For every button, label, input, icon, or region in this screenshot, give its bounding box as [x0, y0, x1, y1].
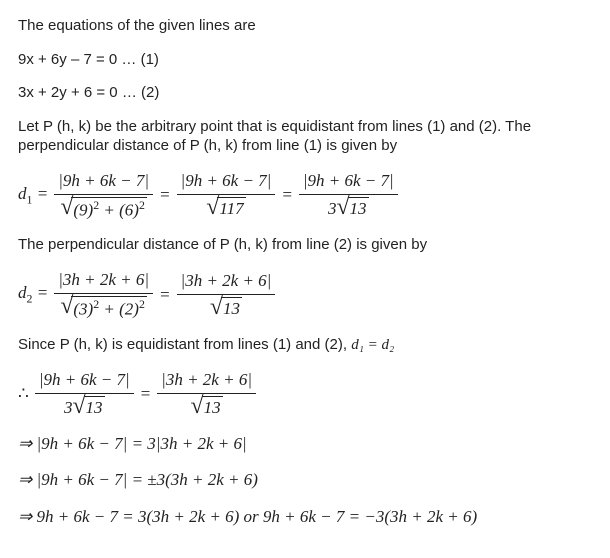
equation-1: 9x + 6y – 7 = 0 … (1) [18, 50, 592, 70]
para-3: The perpendicular distance of P (h, k) f… [18, 235, 592, 255]
equation-2: 3x + 2y + 6 = 0 … (2) [18, 83, 592, 103]
final-eq1: ∴ |9h + 6k − 7| 3√13 = |3h + 2k + 6| √13 [18, 369, 592, 419]
para-4: Since P (h, k) is equidistant from lines… [18, 335, 592, 356]
final-eq2: ⇒ |9h + 6k − 7| = 3|3h + 2k + 6| [18, 433, 592, 455]
final-eq4: ⇒ 9h + 6k − 7 = 3(3h + 2k + 6) or 9h + 6… [18, 506, 592, 528]
para-2: Let P (h, k) be the arbitrary point that… [18, 117, 592, 156]
d2-equation: d2 = |3h + 2k + 6| √(3)2 + (2)2 = |3h + … [18, 269, 592, 321]
intro-text: The equations of the given lines are [18, 16, 592, 36]
d1-equation: d1 = |9h + 6k − 7| √(9)2 + (6)2 = |9h + … [18, 170, 592, 222]
final-eq3: ⇒ |9h + 6k − 7| = ±3(3h + 2k + 6) [18, 469, 592, 491]
